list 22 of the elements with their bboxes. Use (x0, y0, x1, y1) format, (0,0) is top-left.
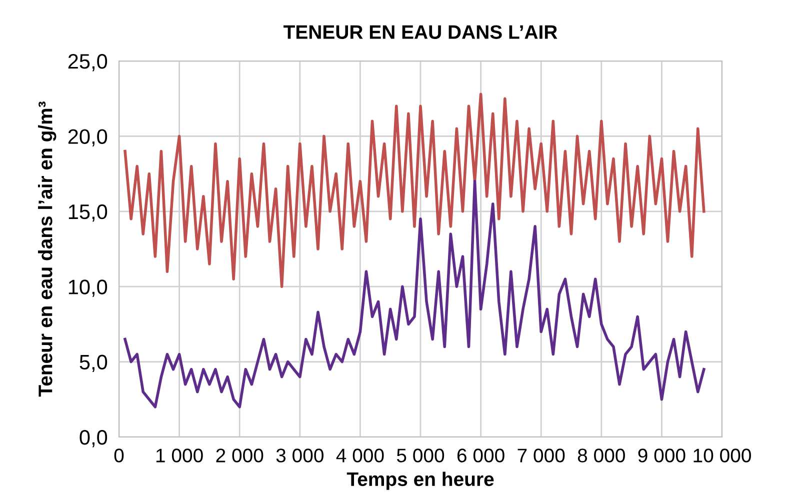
line-series (124, 180, 706, 408)
x-tick-label: 9 000 (638, 448, 686, 462)
x-axis-title: Temps en heure (346, 472, 494, 490)
y-tick-label: 0,0 (80, 430, 108, 448)
x-tick-label: 0 (114, 448, 124, 462)
x-tick-label: 6 000 (457, 448, 504, 462)
x-tick-label: 1 000 (156, 448, 203, 462)
x-tick-label: 7 000 (518, 448, 565, 462)
x-tick-label: 4 000 (336, 448, 384, 462)
x-tick-label: 2 000 (216, 448, 264, 462)
y-tick-label: 20,0 (68, 129, 108, 146)
y-tick-label: 10,0 (68, 280, 108, 297)
y-tick-label: 25,0 (68, 54, 108, 72)
y-axis-title: Teneur en eau dans l’air en g/m³ (38, 102, 56, 397)
x-tick-label: 10 000 (694, 448, 751, 462)
chart-title: TENEUR EN EAU DANS L’AIR (284, 25, 558, 39)
x-tick-label: 3 000 (276, 448, 324, 462)
line-series (124, 92, 706, 288)
x-tick-label: 8 000 (578, 448, 625, 462)
y-tick-label: 5,0 (80, 354, 108, 372)
y-tick-label: 15,0 (68, 204, 108, 222)
x-tick-label: 5 000 (396, 448, 444, 462)
